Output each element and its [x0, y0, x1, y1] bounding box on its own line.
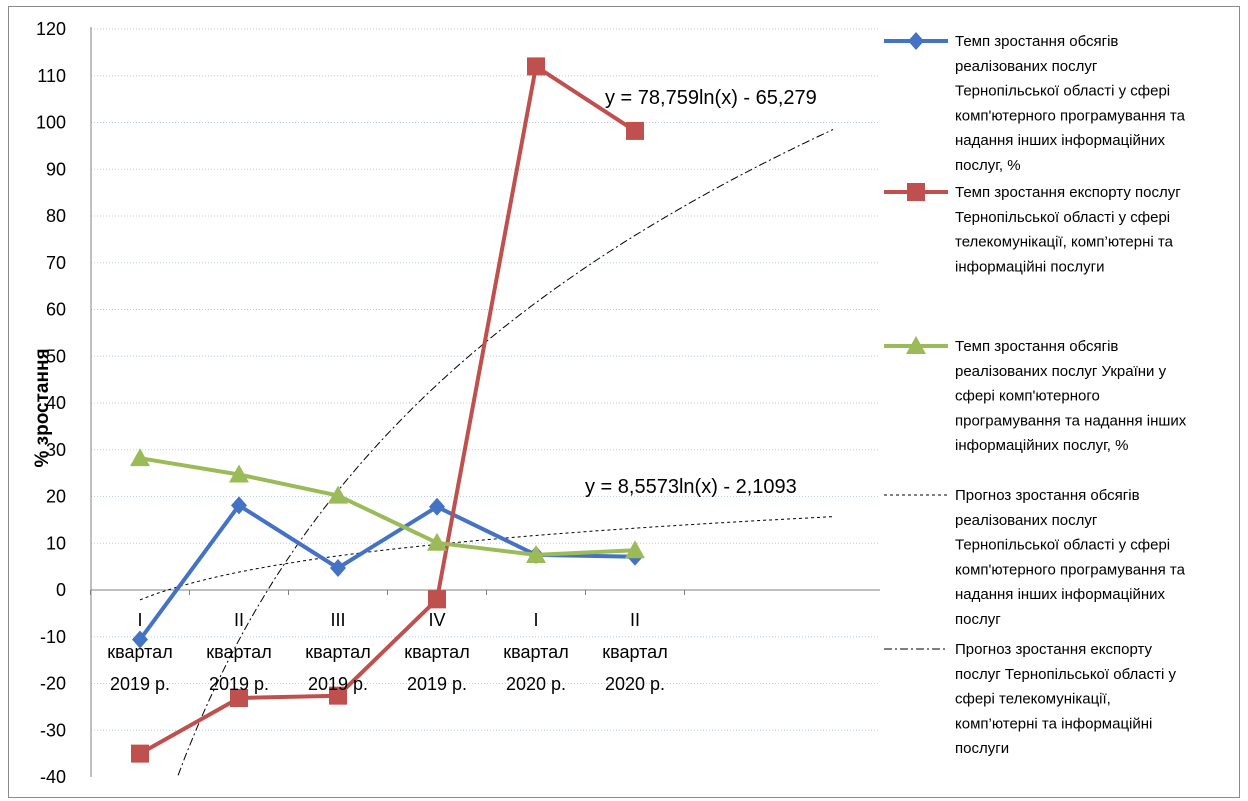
x-tick-label: квартал [107, 642, 172, 662]
series-line [138, 503, 636, 641]
x-tick-label: 2019 р. [407, 674, 467, 694]
y-tick-label: -40 [40, 767, 66, 787]
x-tick-label: II [234, 610, 244, 630]
legend-marker [907, 183, 925, 201]
y-tick-label: 50 [46, 346, 66, 366]
x-tick-label: 2019 р. [110, 674, 170, 694]
data-point [132, 630, 148, 649]
y-axis-title: % зростання [32, 348, 53, 467]
y-tick-label: 70 [46, 253, 66, 273]
legend-marker [908, 32, 924, 50]
data-point [526, 544, 546, 563]
y-tick-label: 60 [46, 300, 66, 320]
legend-label: Темп зростання обсягів [955, 33, 1118, 50]
legend-label: надання інших інформаційних [955, 132, 1166, 149]
x-tick-label: квартал [305, 642, 370, 662]
legend-label: послуг, % [955, 157, 1021, 174]
legend-label: Прогноз зростання експорту [955, 641, 1152, 658]
data-point [330, 559, 346, 578]
legend-label: послуги [955, 740, 1009, 757]
series-line [139, 456, 636, 557]
legend-label: послуг [955, 611, 1001, 628]
data-point [626, 121, 644, 140]
legend-label: Тернопільської області у сфері [955, 537, 1170, 554]
data-point [328, 485, 348, 504]
y-tick-label: 10 [46, 533, 66, 553]
legend-label: комп'ютерного програмування та [955, 561, 1186, 578]
data-point [625, 540, 645, 559]
legend-label: телекомунікації, комп’ютерні та [955, 234, 1174, 251]
legend-label: послуг Тернопільської області у [955, 666, 1176, 683]
x-tick-label: II [630, 610, 640, 630]
legend-label: реалізованих послуг [955, 512, 1098, 529]
y-tick-label: 90 [46, 159, 66, 179]
x-tick-label: квартал [503, 642, 568, 662]
legend-label: надання інших інформаційних [955, 586, 1166, 603]
legend-label: реалізованих послуг [955, 58, 1098, 75]
legend-label: сфері телекомунікації, [955, 691, 1111, 708]
data-point [130, 448, 150, 467]
legend-label: Тернопільської області у сфері [955, 209, 1170, 226]
data-point [527, 57, 545, 76]
y-tick-label: 30 [46, 440, 66, 460]
data-point [230, 688, 248, 707]
legend-label: сфері комп'ютерного [955, 388, 1100, 405]
legend-label: Прогноз зростання обсягів [955, 487, 1140, 504]
legend-label: комп’ютерні та інформаційні [955, 715, 1152, 732]
data-point [131, 744, 149, 763]
gridlines [91, 28, 880, 731]
y-tick-label: 110 [37, 66, 66, 86]
data-point [229, 464, 249, 483]
y-tick-label: 20 [46, 487, 66, 507]
trendline-equation: y = 78,759ln(x) - 65,279 [605, 87, 817, 109]
data-point [329, 686, 347, 705]
data-point [429, 497, 445, 516]
x-tick-label: квартал [404, 642, 469, 662]
x-tick-label: квартал [206, 642, 271, 662]
x-tick-label: I [137, 610, 142, 630]
trendline [139, 516, 834, 601]
x-tick-label: квартал [602, 642, 667, 662]
x-tick-label: III [330, 610, 345, 630]
y-tick-label: 80 [46, 206, 66, 226]
series [130, 57, 645, 763]
trendlines [139, 129, 834, 776]
data-point [427, 532, 447, 551]
y-tick-label: 0 [56, 580, 66, 600]
data-point [428, 590, 446, 609]
x-tick-label: 2020 р. [605, 674, 665, 694]
legend-marker [906, 336, 926, 354]
legend-label: комп'ютерного програмування та [955, 107, 1186, 124]
y-tick-label: 100 [36, 113, 66, 133]
x-tick-label: 2020 р. [506, 674, 566, 694]
legend-label: Тернопільської області у сфері [955, 83, 1170, 100]
y-tick-label: 120 [36, 19, 66, 39]
legend-label: програмування та надання інших [955, 412, 1187, 429]
y-tick-label: -10 [40, 627, 66, 647]
x-tick-label: IV [428, 610, 445, 630]
trendline-equation: y = 8,5573ln(x) - 2,1093 [585, 476, 797, 498]
chart-frame [8, 6, 1240, 798]
legend-label: Темп зростання обсягів [955, 338, 1118, 355]
legend-label: Темп зростання експорту послуг [955, 184, 1181, 201]
data-point [231, 496, 247, 515]
y-tick-label: -20 [40, 674, 66, 694]
legend-label: реалізованих послуг України у [955, 363, 1167, 380]
y-tick-label: -30 [40, 720, 66, 740]
legend-label: інформаційних послуг, % [955, 437, 1128, 454]
axes [90, 27, 880, 777]
x-tick-label: I [533, 610, 538, 630]
x-tick-label: 2019 р. [308, 674, 368, 694]
series-line [139, 64, 637, 756]
legend: Темп зростання обсягів реалізованих послу… [884, 32, 1187, 757]
trendline [177, 129, 834, 776]
legend-label: інформаційні послуги [955, 258, 1104, 275]
labels: -40 -30 -20 -10 0 10 20 30 40 50 60 70 80 90 100 110 120… [32, 19, 817, 787]
y-tick-label: 40 [46, 393, 66, 413]
x-tick-label: 2019 р. [209, 674, 269, 694]
